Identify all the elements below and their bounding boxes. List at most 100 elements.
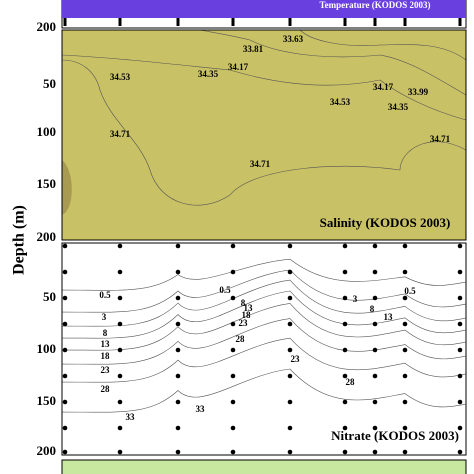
station-dot	[62, 321, 68, 327]
contour-label: 18	[242, 310, 252, 320]
contour-label: 33.63	[283, 34, 304, 44]
station-dot	[117, 347, 123, 353]
station-dot	[342, 449, 348, 455]
station-dot	[175, 295, 181, 301]
station-dot	[372, 425, 378, 431]
station-dot	[457, 243, 463, 249]
station-dot	[230, 243, 236, 249]
nitrate-band	[61, 279, 467, 456]
y-tick-label: 100	[37, 124, 57, 139]
temperature-fill	[62, 0, 466, 18]
contour-label: 28	[346, 377, 356, 387]
bottom-panel	[61, 459, 467, 474]
station-dot	[62, 347, 68, 353]
contour-label: 33	[196, 404, 206, 414]
contour-label: 34.53	[110, 72, 131, 82]
station-dot	[287, 243, 293, 249]
station-tick	[403, 18, 407, 26]
station-dot	[62, 425, 68, 431]
contour-label: 13	[244, 303, 254, 313]
station-dot	[402, 449, 408, 455]
station-dot	[372, 295, 378, 301]
y-tick-label: 50	[43, 76, 56, 91]
station-dot	[372, 269, 378, 275]
y-tick-label: 200	[37, 229, 57, 244]
station-dot	[230, 449, 236, 455]
station-dot	[457, 347, 463, 353]
temperature-title: Temperature (KODOS 2003)	[320, 0, 431, 10]
contour-label: 18	[101, 351, 111, 361]
station-dot	[342, 295, 348, 301]
station-dot	[117, 399, 123, 405]
contour-label: 23	[101, 365, 111, 375]
station-dot	[372, 449, 378, 455]
y-tick-label: 150	[37, 393, 57, 408]
station-dot	[287, 373, 293, 379]
contour-label: 34.17	[373, 82, 394, 92]
station-dot	[342, 321, 348, 327]
station-tick	[288, 18, 292, 26]
station-dot	[175, 321, 181, 327]
station-dot	[230, 295, 236, 301]
contour-label: 34.35	[198, 69, 219, 79]
contour-label: 34.35	[388, 102, 409, 112]
station-dot	[62, 243, 68, 249]
nitrate-band	[61, 337, 467, 456]
station-dot	[342, 347, 348, 353]
contour-label: 33	[126, 412, 136, 422]
station-dot	[62, 449, 68, 455]
station-dot	[62, 399, 68, 405]
contour-label: 0.5	[99, 290, 111, 300]
station-dot	[117, 425, 123, 431]
contour-label: 13	[101, 339, 111, 349]
nitrate-band	[61, 368, 467, 456]
station-dot	[372, 399, 378, 405]
station-dot	[457, 373, 463, 379]
nitrate-band	[61, 290, 467, 456]
station-dot	[287, 425, 293, 431]
station-dot	[402, 399, 408, 405]
station-dot	[372, 373, 378, 379]
station-dot	[287, 295, 293, 301]
contour-label: 28	[101, 384, 111, 394]
station-dot	[287, 321, 293, 327]
station-dot	[230, 321, 236, 327]
salinity-title: Salinity (KODOS 2003)	[320, 215, 451, 230]
y-tick-label: 50	[43, 289, 56, 304]
contour-label: 23	[291, 354, 301, 364]
contour-label: 8	[370, 304, 375, 314]
contour-label: 28	[236, 334, 246, 344]
station-dot	[342, 269, 348, 275]
station-dot	[175, 399, 181, 405]
station-dot	[62, 373, 68, 379]
station-dot	[117, 243, 123, 249]
station-dot	[457, 295, 463, 301]
contour-label: 34.17	[228, 62, 249, 72]
station-dot	[117, 373, 123, 379]
station-dot	[287, 449, 293, 455]
station-dot	[117, 449, 123, 455]
contour-label: 33.99	[408, 87, 429, 97]
station-tick	[343, 18, 347, 26]
station-dot	[402, 321, 408, 327]
station-tick	[118, 18, 122, 26]
station-dot	[402, 269, 408, 275]
nitrate-panel	[61, 242, 467, 456]
contour-label: 34.71	[430, 134, 451, 144]
salinity-panel	[61, 29, 467, 241]
station-dot	[117, 295, 123, 301]
station-dot	[230, 347, 236, 353]
station-dot	[457, 269, 463, 275]
station-dot	[402, 347, 408, 353]
station-dot	[342, 399, 348, 405]
station-dot	[457, 321, 463, 327]
station-dot	[457, 399, 463, 405]
nitrate-title: Nitrate (KODOS 2003)	[331, 428, 459, 443]
station-dot	[372, 243, 378, 249]
y-tick-label: 100	[37, 341, 57, 356]
station-dot	[230, 399, 236, 405]
station-dot	[372, 347, 378, 353]
y-tick-label: 200	[37, 19, 57, 34]
station-dot	[230, 425, 236, 431]
contour-label: 3	[102, 312, 107, 322]
